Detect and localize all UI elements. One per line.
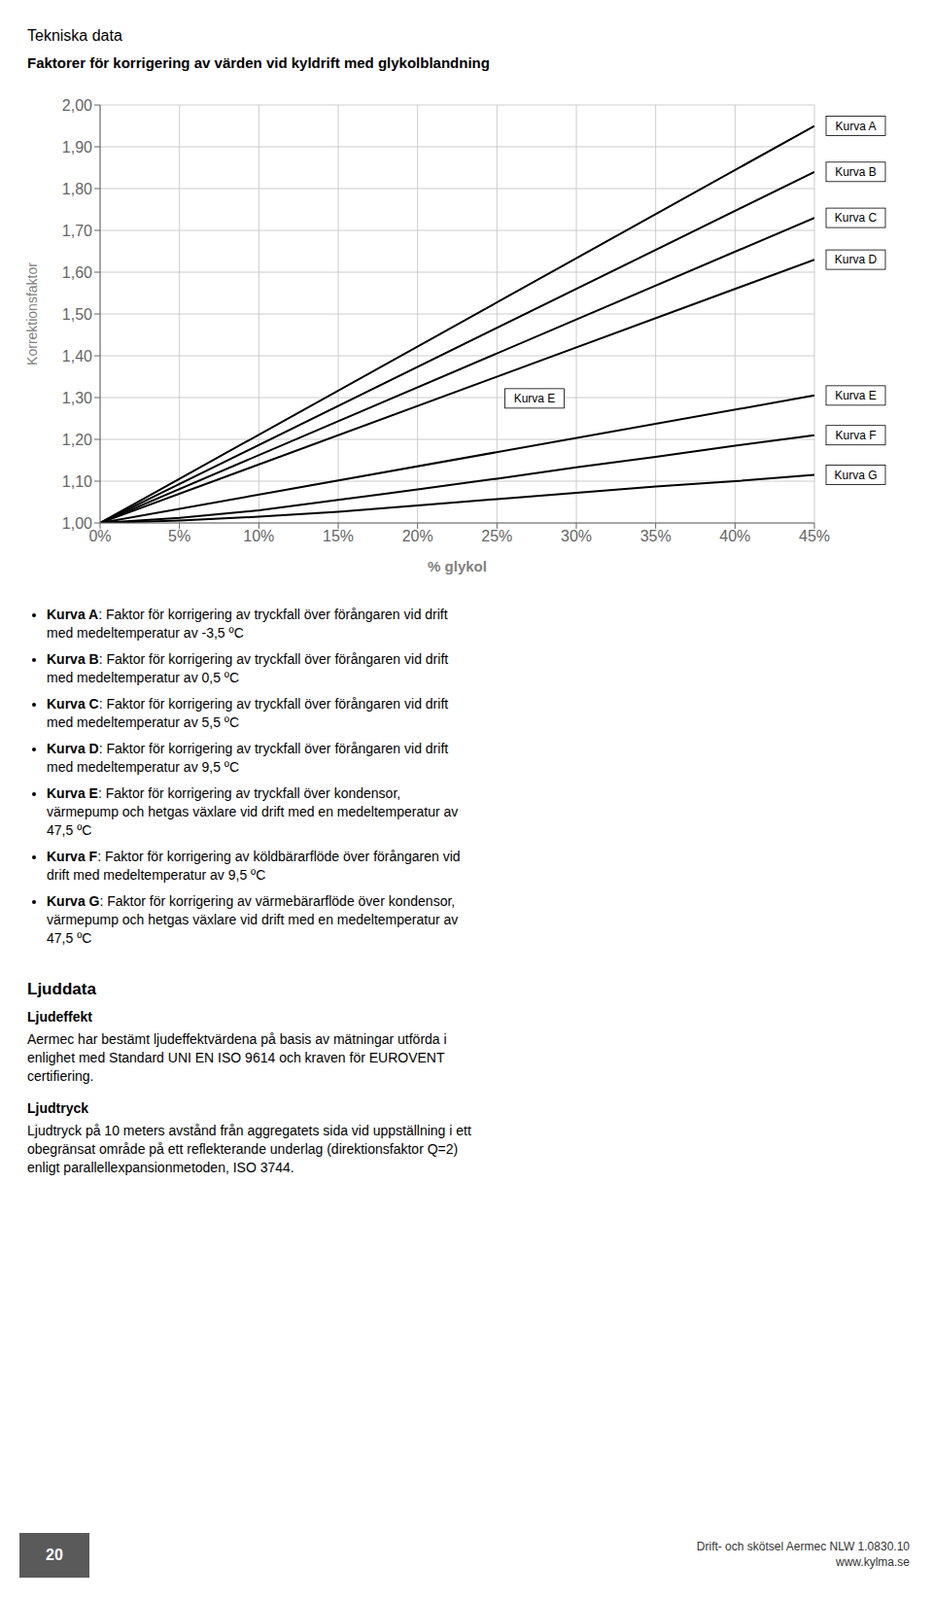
html-text:värmepump och hetgas växlare v: värmepump och hetgas växlare vid drift m… — [46, 803, 459, 820]
html-text:drift med medeltemperatur av 9: drift med medeltemperatur av 9,5 ºC — [46, 866, 266, 883]
svg-text:Korrektionsfaktor: Korrektionsfaktor — [24, 262, 40, 366]
svg-text:% glykol: % glykol — [427, 557, 487, 575]
svg-text:1,50: 1,50 — [62, 306, 93, 323]
html-text:med medeltemperatur av 0,5 ºC: med medeltemperatur av 0,5 ºC — [46, 669, 240, 686]
svg-text:Kurva C: Kurva C — [834, 210, 878, 225]
svg-text:5%: 5% — [168, 527, 191, 545]
html-text:Kurva A: Faktor för korrigerin: Kurva A: Faktor för korrigering av tryck… — [46, 606, 448, 622]
svg-text:Kurva D: Kurva D — [834, 252, 878, 267]
svg-text:15%: 15% — [322, 527, 354, 545]
svg-text:45%: 45% — [798, 527, 830, 545]
html-text:med medeltemperatur av 5,5 ºC: med medeltemperatur av 5,5 ºC — [46, 714, 240, 730]
html-text:med medeltemperatur av -3,5 ºC: med medeltemperatur av -3,5 ºC — [46, 624, 244, 641]
svg-text:1,00: 1,00 — [62, 515, 93, 532]
html-text:Ljuddata: Ljuddata — [27, 979, 97, 999]
svg-text:1,60: 1,60 — [62, 264, 93, 281]
html-text:Faktorer för korrigering av vä: Faktorer för korrigering av värden vid k… — [27, 54, 490, 71]
svg-text:40%: 40% — [719, 527, 751, 545]
svg-text:1,30: 1,30 — [62, 389, 93, 407]
html-text:Kurva G: Faktor för korrigerin: Kurva G: Faktor för korrigering av värme… — [46, 893, 456, 909]
html-text:Ljudtryck: Ljudtryck — [27, 1100, 89, 1116]
html-text:certifiering.: certifiering. — [27, 1068, 94, 1084]
html-text:Kurva C: Faktor för korrigerin: Kurva C: Faktor för korrigering av tryck… — [46, 695, 449, 712]
html-text:enlighet med Standard UNI EN I: enlighet med Standard UNI EN ISO 9614 oc… — [27, 1049, 445, 1066]
html-text:47,5 ºC: 47,5 ºC — [46, 822, 92, 838]
svg-text:Kurva E: Kurva E — [834, 388, 877, 403]
svg-text:Kurva B: Kurva B — [834, 165, 877, 179]
html-text:Kurva D: Faktor för korrigerin: Kurva D: Faktor för korrigering av tryck… — [46, 740, 449, 757]
html-text:enligt parallellexpansionmetod: enligt parallellexpansionmetoden, ISO 37… — [27, 1159, 295, 1175]
svg-text:1,40: 1,40 — [62, 347, 93, 365]
html-text:värmepump och hetgas växlare v: värmepump och hetgas växlare vid drift m… — [46, 911, 459, 928]
svg-text:2,00: 2,00 — [62, 97, 93, 114]
html-text:Aermec har bestämt ljudeffektv: Aermec har bestämt ljudeffektvärdena på … — [27, 1031, 447, 1047]
html-text:Drift- och skötsel Aermec NLW: Drift- och skötsel Aermec NLW 1.0830.10 — [696, 1539, 910, 1554]
svg-text:1,20: 1,20 — [62, 431, 93, 449]
svg-text:1,70: 1,70 — [62, 222, 93, 240]
html-text:Kurva B: Faktor för korrigerin: Kurva B: Faktor för korrigering av tryck… — [46, 651, 449, 667]
svg-text:30%: 30% — [560, 527, 592, 545]
html-text:Kurva F: Faktor för korrigerin: Kurva F: Faktor för korrigering av köldb… — [46, 848, 461, 864]
html-text:Kurva E: Faktor för korrigerin: Kurva E: Faktor för korrigering av tryck… — [46, 785, 401, 801]
svg-text:35%: 35% — [640, 527, 672, 545]
svg-text:Kurva A: Kurva A — [834, 119, 876, 134]
html-text:med medeltemperatur av 9,5 ºC: med medeltemperatur av 9,5 ºC — [46, 759, 240, 775]
svg-text:Kurva G: Kurva G — [833, 468, 877, 483]
html-text:obegränsat område på ett refle: obegränsat område på ett reflekterande u… — [27, 1140, 458, 1157]
html-text:47,5 ºC: 47,5 ºC — [46, 930, 92, 946]
svg-text:1,80: 1,80 — [62, 180, 93, 198]
svg-text:Kurva E: Kurva E — [514, 391, 556, 406]
svg-text:10%: 10% — [242, 527, 275, 545]
svg-text:1,10: 1,10 — [62, 473, 93, 490]
svg-text:Kurva F: Kurva F — [834, 428, 876, 443]
html-text:Tekniska data: Tekniska data — [27, 27, 123, 44]
html-text:20: 20 — [45, 1546, 64, 1563]
svg-text:1,90: 1,90 — [62, 138, 93, 156]
html-text:Ljudeffekt: Ljudeffekt — [27, 1008, 93, 1025]
html-text:www.kylma.se: www.kylma.se — [835, 1555, 910, 1569]
svg-text:25%: 25% — [481, 527, 513, 545]
html-text:Ljudtryck på 10 meters avstånd: Ljudtryck på 10 meters avstånd från aggr… — [27, 1122, 472, 1139]
svg-text:20%: 20% — [402, 527, 434, 545]
svg-text:0%: 0% — [88, 528, 112, 545]
